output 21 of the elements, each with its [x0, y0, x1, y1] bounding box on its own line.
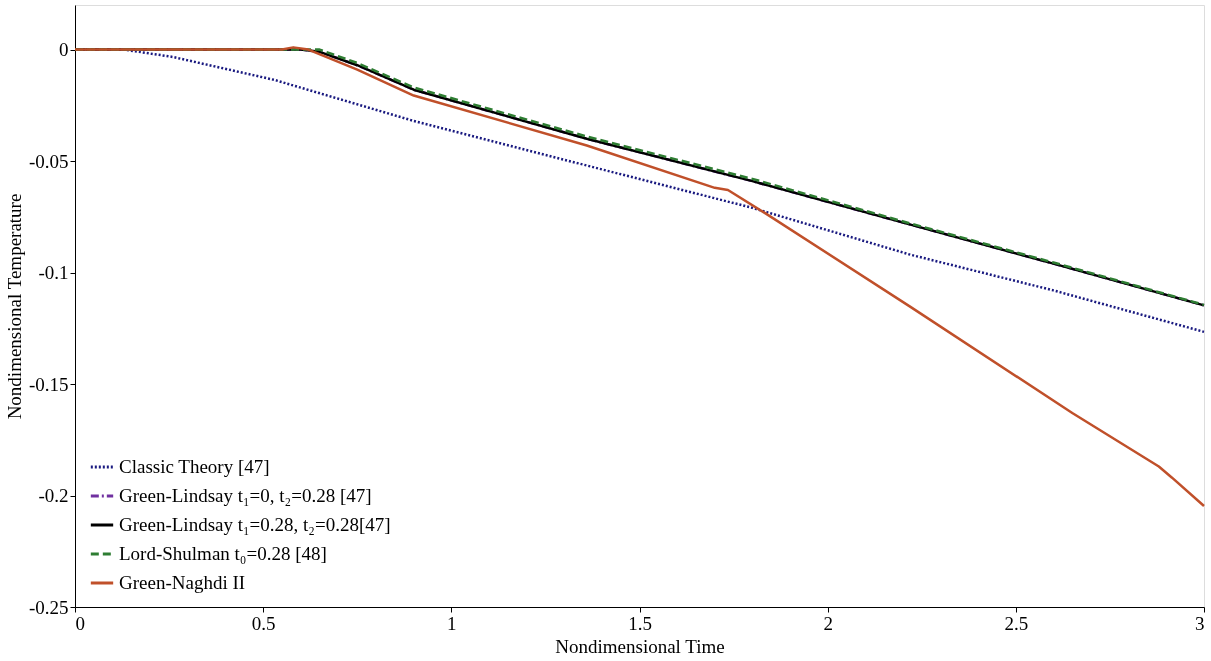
y-tick-label: -0.25	[28, 596, 69, 618]
x-tick-label: 0	[75, 612, 85, 634]
x-tick-label: 2.5	[1004, 612, 1029, 634]
legend-label: Classic Theory [47]	[119, 456, 270, 477]
legend-label: Green-Lindsay t₁=0.28, t₂=0.28[47]	[119, 514, 391, 535]
x-tick-label: 2	[823, 612, 833, 634]
legend-label: Lord-Shulman t₀=0.28 [48]	[119, 543, 327, 564]
x-tick-label: 1	[447, 612, 457, 634]
legend-label: Green-Naghdi II	[119, 572, 246, 593]
x-tick-label: 3	[1195, 612, 1205, 634]
y-tick-label: -0.2	[38, 485, 69, 507]
legend-label: Green-Lindsay t₁=0, t₂=0.28 [47]	[119, 485, 372, 506]
x-tick-label: 1.5	[628, 612, 652, 634]
y-tick-label: 0	[59, 39, 69, 61]
line-series	[73, 46, 1206, 508]
y-tick-label: -0.05	[28, 150, 69, 172]
y-tick-label: -0.15	[28, 373, 69, 395]
x-axis-title: Nondimensional Time	[555, 635, 725, 657]
y-tick-label: -0.1	[38, 262, 69, 284]
x-tick-label: 0.5	[251, 612, 276, 634]
y-axis-title: Nondimensional Temperature	[3, 193, 25, 420]
